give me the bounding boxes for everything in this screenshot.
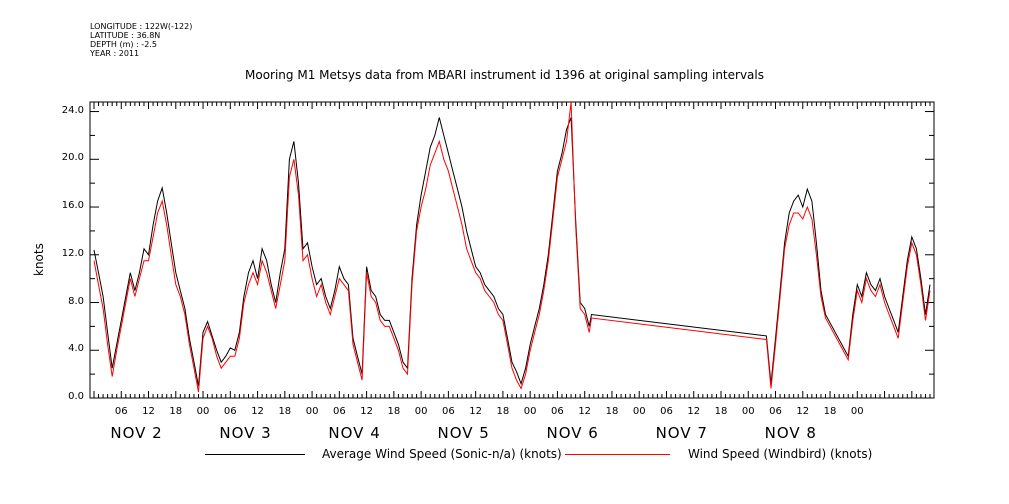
depth-label: DEPTH (m) : -2.5 bbox=[90, 40, 157, 49]
y-tick-label: 4.0 bbox=[68, 343, 84, 355]
x-tick-label: 00 bbox=[305, 406, 319, 417]
x-tick-label: 00 bbox=[632, 406, 646, 417]
x-tick-label: 06 bbox=[223, 406, 237, 417]
x-tick-label: 12 bbox=[142, 406, 155, 417]
series-line-windbird bbox=[93, 101, 931, 393]
legend-label-sonic: Average Wind Speed (Sonic-n/a) (knots) bbox=[322, 447, 562, 461]
latitude-label: LATITUDE : 36.8N bbox=[90, 31, 161, 40]
x-tick-label: 18 bbox=[605, 406, 619, 417]
x-tick-label: 06 bbox=[332, 406, 346, 417]
x-tick-label: 00 bbox=[523, 406, 537, 417]
x-tick-label: 18 bbox=[278, 406, 292, 417]
x-tick-label: 06 bbox=[551, 406, 564, 417]
x-tick-label: 18 bbox=[496, 406, 510, 417]
y-tick-label: 16.0 bbox=[61, 200, 84, 212]
x-tick-label: 06 bbox=[114, 406, 128, 417]
x-tick-label: 18 bbox=[387, 406, 401, 417]
y-tick-label: 24.0 bbox=[61, 104, 84, 116]
y-tick-label: 20.0 bbox=[61, 152, 84, 164]
x-tick-label: 12 bbox=[360, 406, 373, 417]
x-tick-label: 06 bbox=[442, 406, 455, 417]
x-tick-label: 12 bbox=[687, 406, 701, 417]
day-label: NOV 2 bbox=[110, 424, 163, 442]
x-tick-label: 12 bbox=[469, 406, 482, 417]
legend-line-windbird bbox=[565, 454, 670, 455]
day-label: NOV 4 bbox=[328, 424, 381, 442]
y-tick-label: 8.0 bbox=[68, 295, 84, 307]
x-tick-label: 12 bbox=[796, 406, 810, 417]
legend-line-sonic bbox=[205, 454, 305, 455]
year-label: YEAR : 2011 bbox=[90, 49, 140, 58]
x-tick-label: 18 bbox=[823, 406, 837, 417]
x-tick-label: 06 bbox=[660, 406, 673, 417]
longitude-label: LONGITUDE : 122W(-122) bbox=[90, 22, 193, 31]
x-tick-label: 06 bbox=[769, 406, 782, 417]
legend-label-windbird: Wind Speed (Windbird) (knots) bbox=[688, 447, 873, 461]
day-label: NOV 5 bbox=[437, 424, 490, 442]
x-tick-label: 00 bbox=[741, 406, 755, 417]
day-label: NOV 3 bbox=[219, 424, 272, 442]
x-tick-label: 12 bbox=[578, 406, 592, 417]
x-tick-label: 12 bbox=[251, 406, 264, 417]
chart-title: Mooring M1 Metsys data from MBARI instru… bbox=[245, 68, 764, 82]
x-tick-label: 00 bbox=[850, 406, 864, 417]
day-label: NOV 6 bbox=[546, 424, 599, 442]
day-label: NOV 8 bbox=[764, 424, 817, 442]
day-label: NOV 7 bbox=[655, 424, 708, 442]
x-tick-label: 00 bbox=[196, 406, 210, 417]
x-tick-label: 18 bbox=[169, 406, 183, 417]
x-tick-label: 18 bbox=[714, 406, 728, 417]
x-tick-label: 00 bbox=[414, 406, 428, 417]
y-tick-label: 0.0 bbox=[68, 391, 84, 402]
plot-frame bbox=[89, 101, 935, 399]
series-line-sonic bbox=[93, 117, 931, 387]
y-tick-label: 12.0 bbox=[61, 247, 84, 259]
